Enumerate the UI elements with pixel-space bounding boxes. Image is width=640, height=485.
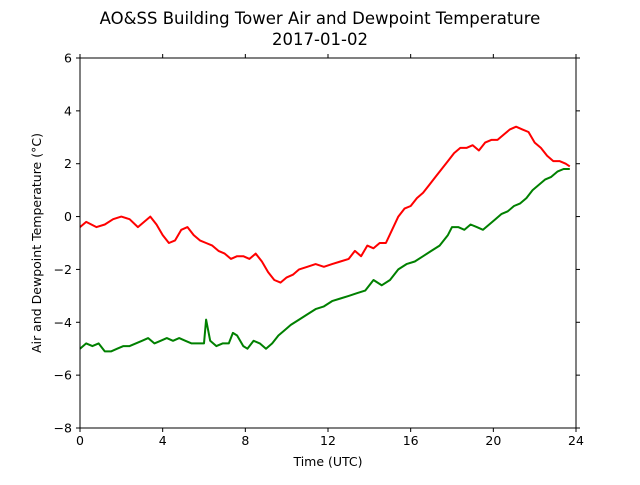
x-tick-label: 12 [320, 433, 336, 448]
y-axis-label: Air and Dewpoint Temperature (°C) [29, 133, 44, 353]
plot-area-frame [79, 57, 577, 429]
series-line-1 [79, 125, 571, 284]
chart-title: AO&SS Building Tower Air and Dewpoint Te… [100, 9, 541, 28]
chart-subtitle: 2017-01-02 [272, 30, 368, 49]
y-tick-label: 0 [64, 209, 72, 224]
x-tick-label: 8 [241, 433, 249, 448]
y-tick-label: 2 [64, 156, 72, 171]
y-tick-label: −2 [54, 262, 72, 277]
y-tick-label: −8 [54, 421, 72, 436]
x-tick-label: 20 [485, 433, 501, 448]
y-tick-label: −4 [54, 315, 72, 330]
y-tick-label: −6 [54, 368, 72, 383]
x-tick-label: 24 [568, 433, 584, 448]
y-tick-label: 4 [64, 103, 72, 118]
x-tick-label: 0 [76, 433, 84, 448]
x-tick-label: 16 [403, 433, 419, 448]
y-tick-label: 6 [64, 51, 72, 66]
series-layer [79, 125, 571, 353]
series-line-2 [79, 168, 570, 353]
x-axis-label: Time (UTC) [292, 454, 362, 469]
x-tick-label: 4 [159, 433, 167, 448]
